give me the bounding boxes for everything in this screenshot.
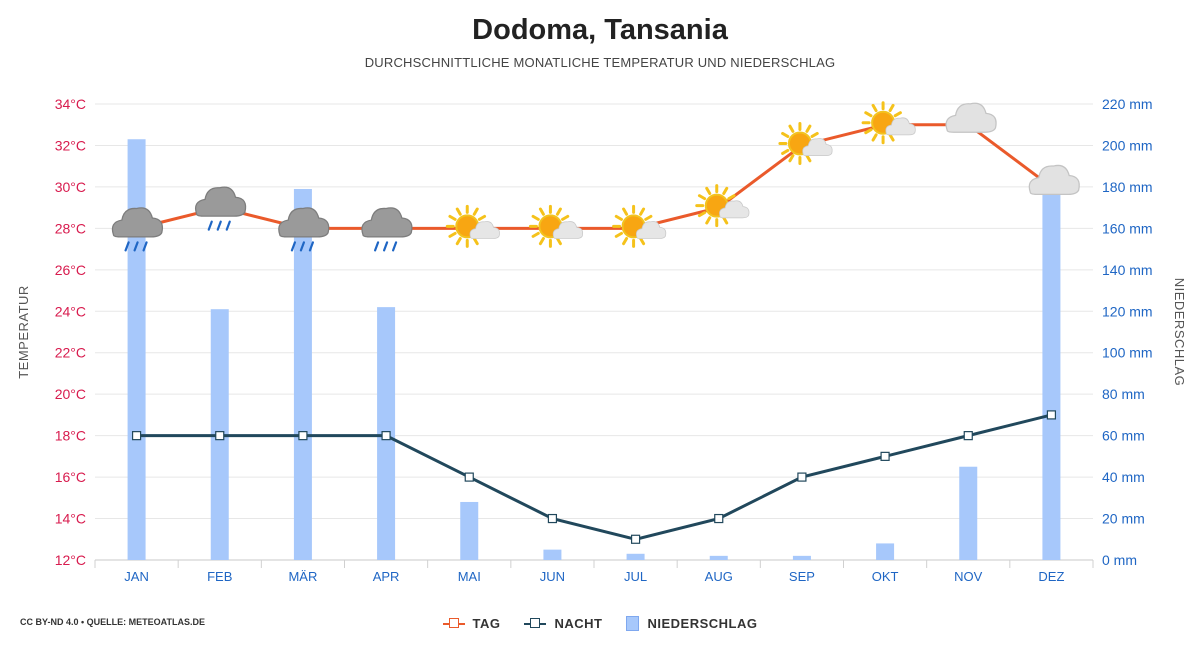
right-tick-label: 100 mm — [1102, 345, 1153, 361]
legend-precip-label: NIEDERSCHLAG — [647, 616, 758, 631]
precip-bar — [709, 555, 728, 560]
night-line — [136, 413, 1052, 541]
right-tick-label: 140 mm — [1102, 262, 1153, 278]
legend-day-swatch — [442, 617, 465, 628]
cloud-icon — [945, 102, 997, 133]
cloud-rain-icon — [111, 207, 164, 252]
precip-bar — [959, 466, 978, 560]
x-tick-label: JUL — [624, 569, 647, 584]
precip-bar — [876, 543, 895, 560]
cloud-icon — [1028, 164, 1080, 196]
precip-bar — [127, 139, 146, 560]
left-tick-label: 24°C — [55, 303, 86, 319]
right-tick-label: 0 mm — [1102, 552, 1137, 568]
cloud-rain-icon — [361, 207, 413, 252]
x-tick-label: JUN — [540, 569, 565, 584]
legend-day-label: TAG — [472, 616, 501, 631]
x-tick-label: SEP — [789, 569, 815, 584]
precip-bar — [460, 501, 479, 560]
right-tick-label: 220 mm — [1102, 96, 1153, 112]
right-tick-label: 180 mm — [1102, 179, 1153, 195]
sun-cloud-icon — [612, 204, 667, 248]
night-point — [880, 451, 890, 461]
left-tick-label: 22°C — [55, 345, 86, 361]
night-point — [714, 513, 724, 524]
left-tick-label: 26°C — [55, 262, 86, 278]
x-tick-label: APR — [373, 569, 400, 584]
night-point — [298, 431, 308, 441]
right-tick-label: 40 mm — [1102, 469, 1145, 485]
legend-item-day[interactable]: TAG — [442, 616, 501, 631]
precip-bar — [293, 188, 312, 560]
night-point — [547, 513, 558, 524]
left-tick-label: 28°C — [55, 220, 86, 236]
x-tick-label: JAN — [124, 569, 149, 584]
legend-night-swatch — [524, 617, 547, 628]
night-point — [464, 472, 474, 482]
left-tick-label: 30°C — [55, 179, 86, 195]
sun-cloud-icon — [528, 204, 584, 248]
right-tick-label: 160 mm — [1102, 220, 1153, 236]
sun-cloud-icon — [778, 121, 833, 165]
right-tick-label: 120 mm — [1102, 303, 1153, 319]
left-tick-label: 18°C — [55, 428, 86, 444]
sun-cloud-icon — [861, 101, 916, 145]
precip-bar — [543, 549, 562, 560]
left-tick-label: 34°C — [55, 96, 86, 112]
left-tick-label: 32°C — [55, 137, 86, 153]
precip-bar — [1042, 186, 1061, 560]
left-axis-title: TEMPERATUR — [16, 285, 31, 379]
cloud-rain-icon — [278, 207, 330, 252]
right-tick-label: 60 mm — [1102, 428, 1145, 444]
right-tick-label: 200 mm — [1102, 137, 1153, 153]
right-axis-title: NIEDERSCHLAG — [1172, 278, 1187, 387]
x-tick-label: NOV — [954, 569, 983, 584]
right-tick-label: 20 mm — [1102, 511, 1145, 527]
legend-item-precip[interactable]: NIEDERSCHLAG — [626, 616, 757, 631]
sun-cloud-icon — [445, 204, 500, 248]
left-tick-label: 20°C — [55, 386, 86, 402]
precip-bar — [792, 555, 811, 560]
day-line — [136, 123, 1053, 230]
night-point — [630, 534, 641, 544]
legend-item-night[interactable]: NACHT — [524, 616, 602, 631]
x-tick-label: MÄR — [288, 569, 317, 584]
chart-subtitle: DURCHSCHNITTLICHE MONATLICHE TEMPERATUR … — [364, 55, 836, 70]
source-credit: CC BY-ND 4.0 • QUELLE: METEOATLAS.DE — [20, 617, 205, 627]
legend-precip-swatch — [626, 616, 640, 631]
x-tick-label: DEZ — [1038, 569, 1064, 584]
night-point — [215, 431, 225, 441]
left-tick-label: 14°C — [55, 511, 86, 527]
x-tick-label: AUG — [705, 569, 733, 584]
x-tick-label: FEB — [207, 569, 232, 584]
sun-cloud-icon — [695, 184, 750, 228]
left-tick-label: 16°C — [55, 469, 86, 485]
chart-legend: TAG NACHT NIEDERSCHLAG — [0, 616, 1200, 631]
night-point — [131, 431, 142, 441]
chart-title: Dodoma, Tansania — [472, 14, 728, 46]
x-tick-label: OKT — [872, 569, 899, 584]
night-point — [381, 431, 391, 441]
x-tick-label: MAI — [458, 569, 481, 584]
legend-night-label: NACHT — [554, 616, 603, 631]
right-tick-label: 80 mm — [1102, 386, 1145, 402]
precip-bar — [626, 553, 645, 560]
night-point — [1046, 410, 1057, 420]
night-point — [963, 431, 973, 441]
left-tick-label: 12°C — [55, 552, 86, 568]
cloud-rain-icon — [194, 186, 247, 231]
night-point — [797, 472, 807, 482]
